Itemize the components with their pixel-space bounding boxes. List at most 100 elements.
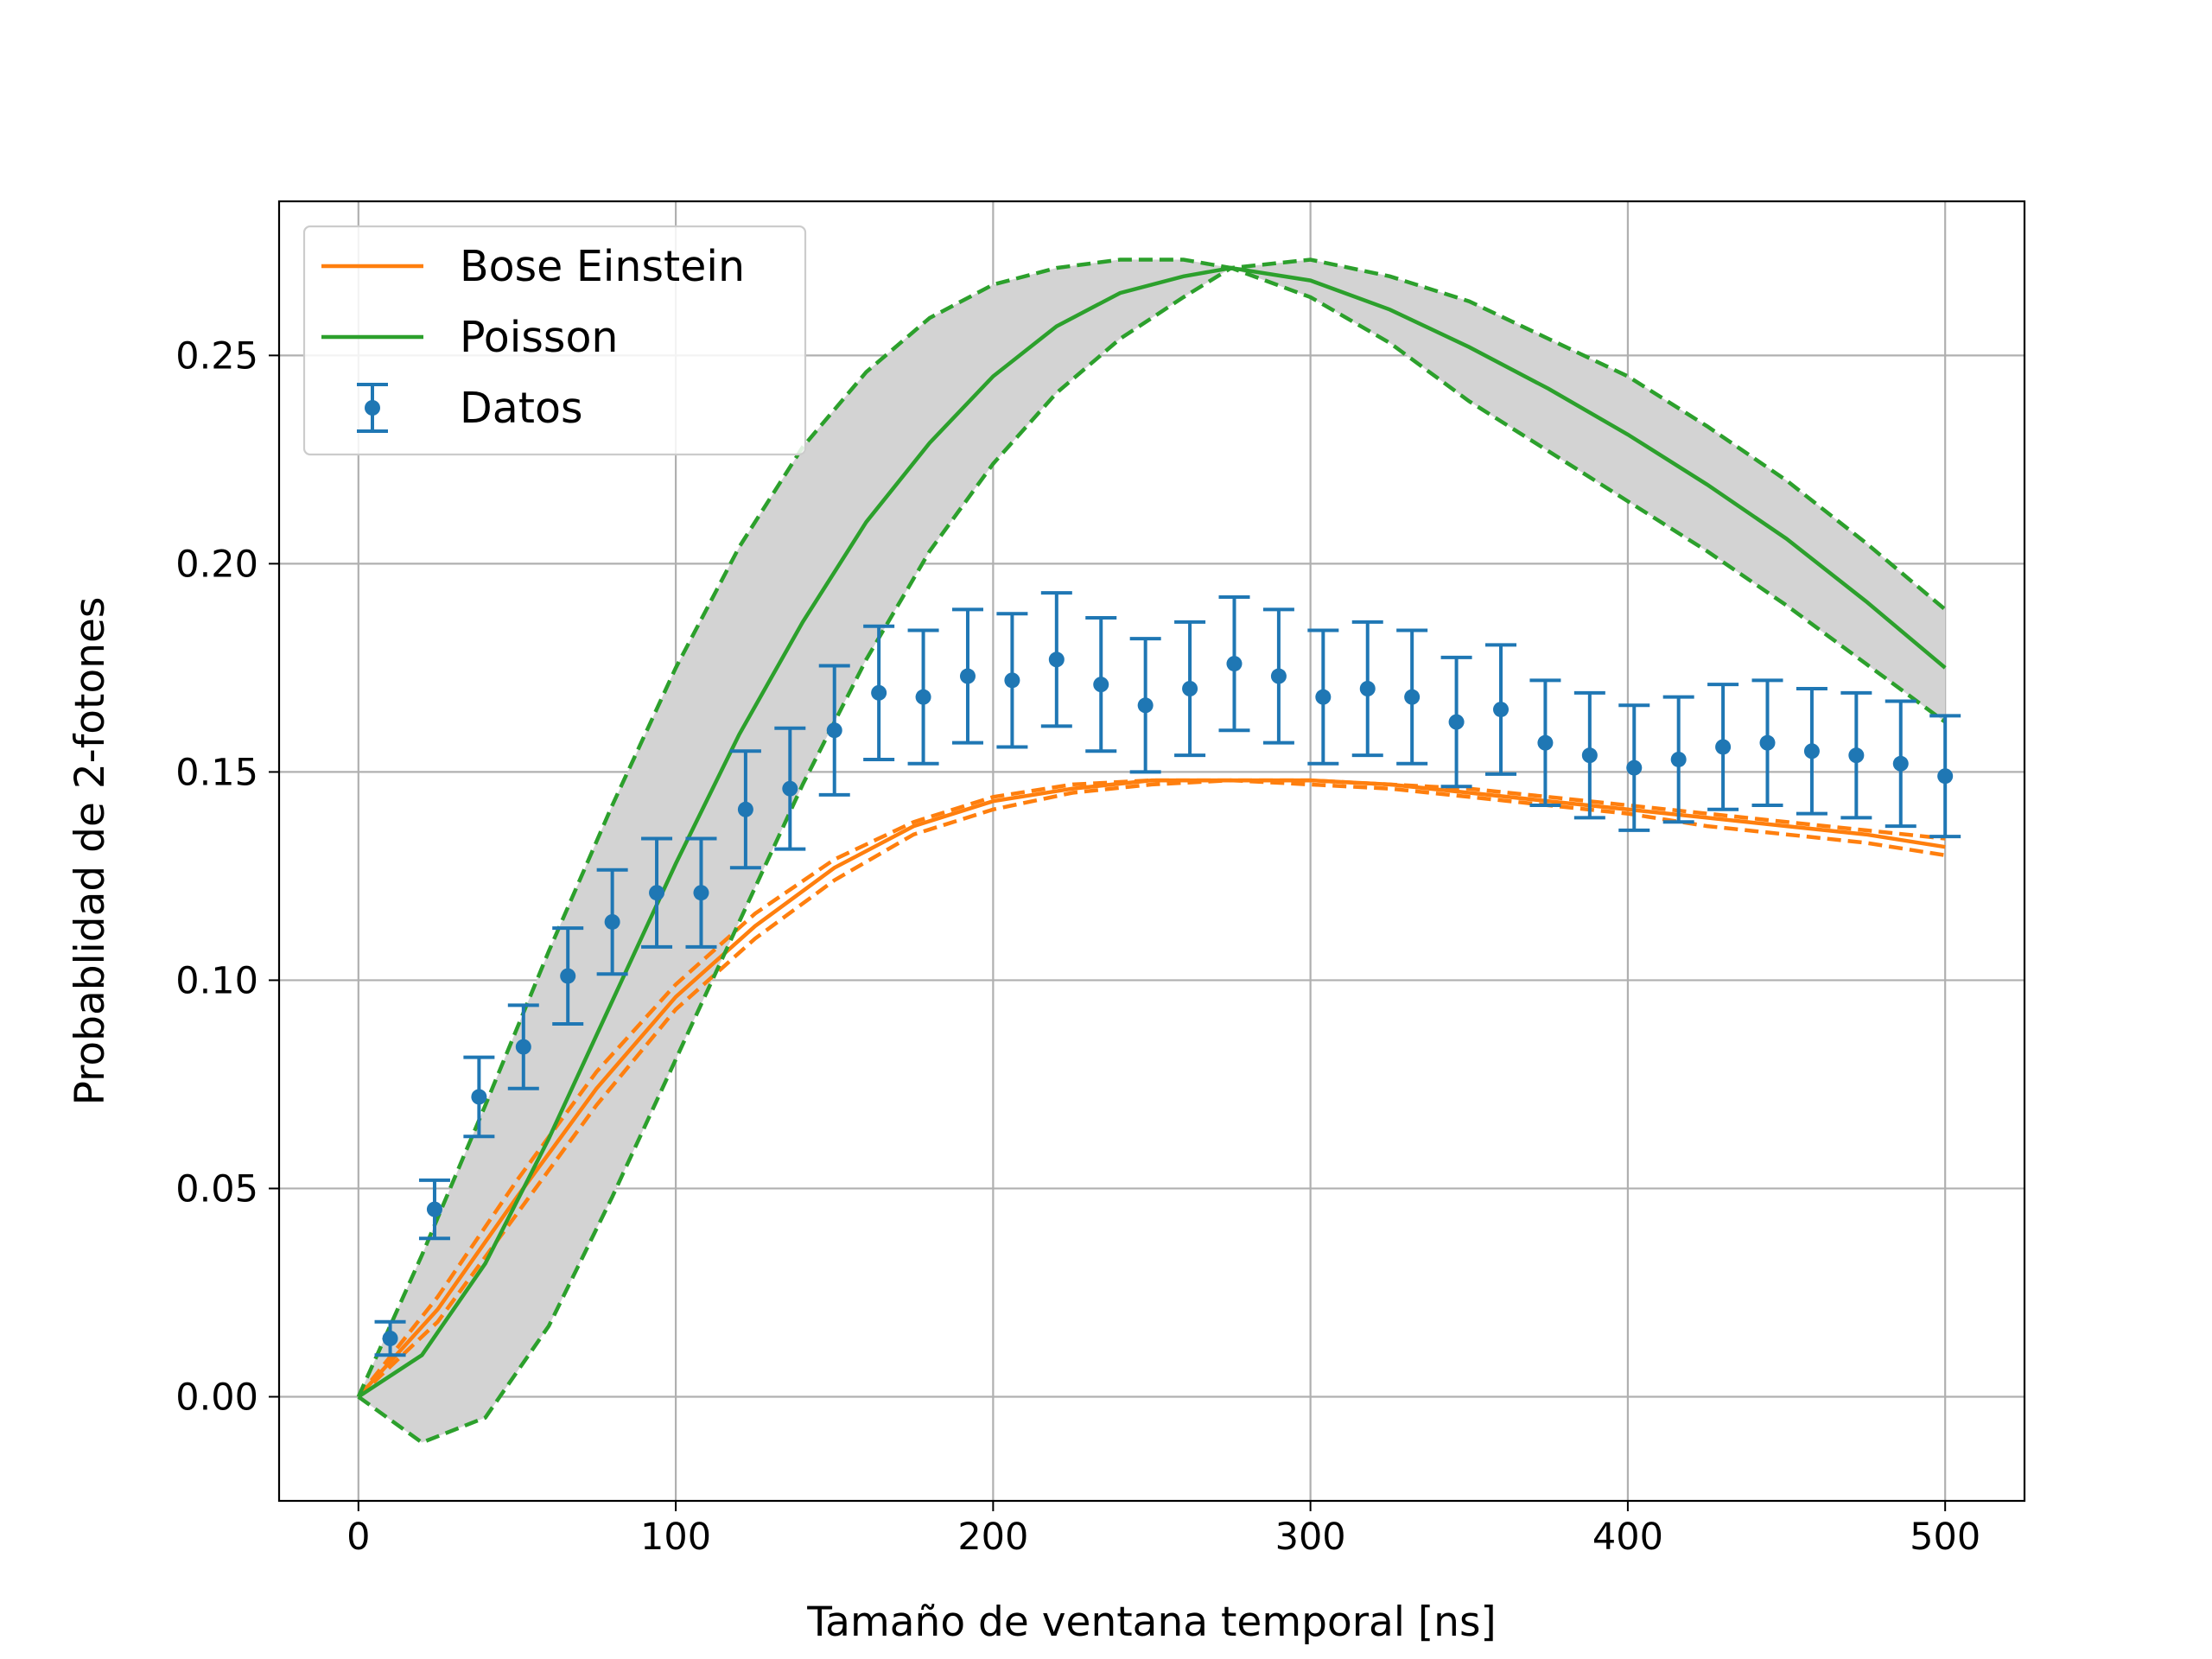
data-marker	[1315, 689, 1332, 705]
legend-poisson: Poisson	[321, 313, 619, 362]
bose-lower-dashed	[357, 778, 1946, 1399]
data-marker	[959, 668, 976, 684]
data-point	[552, 926, 584, 1027]
data-point	[1485, 643, 1516, 776]
data-marker	[604, 913, 620, 930]
data-point	[1085, 616, 1117, 753]
data-marker	[1226, 656, 1243, 672]
data-point	[418, 1178, 450, 1241]
x-axis-label: Tamaño de ventana temporal [ns]	[806, 1599, 1497, 1646]
data-point	[1440, 655, 1472, 789]
data-point	[641, 836, 673, 949]
data-point	[1885, 699, 1916, 829]
data-marker	[1937, 768, 1954, 785]
confidence-bands	[358, 259, 1946, 1443]
data-marker	[1581, 747, 1598, 764]
data-point	[1840, 690, 1872, 820]
data-point	[685, 836, 717, 949]
data-point	[1351, 620, 1383, 758]
data-marker	[915, 689, 931, 705]
data-marker	[1626, 760, 1643, 776]
data-marker	[1892, 755, 1909, 772]
legend-swatch-marker	[365, 400, 380, 416]
poisson-upper-dashed	[356, 257, 1947, 1398]
x-tick-label: 200	[957, 1516, 1028, 1559]
data-point	[1573, 690, 1605, 820]
data-point	[863, 624, 895, 761]
data-point	[729, 749, 761, 870]
data-marker	[871, 684, 887, 701]
data-marker	[560, 968, 576, 984]
data-marker	[1537, 734, 1554, 751]
legend-label: Bose Einstein	[460, 242, 745, 291]
legend: Bose Einstein Poisson Datos	[302, 225, 807, 456]
poisson-line	[357, 265, 1947, 1399]
poisson-lower-dashed	[357, 265, 1947, 1446]
data-point	[951, 607, 983, 745]
data-marker	[782, 780, 798, 797]
data-point	[1129, 637, 1161, 774]
y-tick-label: 0.20	[175, 543, 258, 586]
data-marker	[1093, 677, 1109, 693]
data-point	[1040, 591, 1072, 728]
data-marker	[1848, 747, 1865, 764]
data-point	[1707, 683, 1739, 811]
data-point	[1662, 695, 1694, 824]
y-tick-label: 0.25	[175, 334, 258, 378]
x-tick-label: 100	[640, 1516, 711, 1559]
data-point	[374, 1319, 406, 1357]
data-point	[1174, 620, 1206, 758]
bose-einstein-line	[357, 778, 1946, 1399]
bose-upper-dashed	[357, 778, 1946, 1398]
data-point	[774, 726, 806, 851]
data-marker	[1803, 743, 1820, 760]
legend-label: Datos	[460, 384, 582, 433]
x-tick-label: 0	[346, 1516, 370, 1559]
error-bars	[374, 591, 1961, 1357]
data-point	[507, 1003, 539, 1090]
data-point	[1751, 678, 1783, 807]
data-marker	[1359, 681, 1376, 696]
y-tick-label: 0.05	[175, 1167, 258, 1211]
y-axis-ticks: 0.00 0.05 0.10 0.15 0.20 0.25	[175, 334, 279, 1419]
data-marker	[1759, 734, 1776, 751]
data-marker	[826, 722, 842, 739]
data-point	[1796, 687, 1827, 816]
y-axis-label: Probablidad de 2-fotones	[67, 597, 114, 1106]
legend-bose-einstein: Bose Einstein	[321, 242, 745, 291]
data-marker	[1048, 652, 1065, 668]
data-marker	[1270, 668, 1287, 684]
data-point	[1529, 678, 1561, 807]
series-lines	[356, 257, 1947, 1446]
legend-datos: Datos	[357, 383, 582, 433]
data-marker	[515, 1039, 531, 1055]
data-point	[596, 868, 628, 976]
legend-box	[302, 225, 807, 456]
data-point	[818, 664, 850, 797]
data-point	[1929, 714, 1961, 839]
poisson-confidence-band	[358, 259, 1946, 1443]
data-marker	[1448, 714, 1465, 730]
data-marker	[1137, 697, 1154, 714]
data-marker	[1004, 672, 1020, 689]
data-marker	[1182, 681, 1198, 696]
data-marker	[471, 1089, 487, 1105]
y-tick-label: 0.00	[175, 1376, 258, 1419]
y-tick-label: 0.15	[175, 751, 258, 794]
data-marker	[426, 1201, 442, 1217]
x-tick-label: 500	[1910, 1516, 1980, 1559]
data-point	[1396, 628, 1428, 766]
data-point	[463, 1055, 495, 1139]
data-point	[1618, 703, 1650, 832]
data-point	[996, 612, 1028, 749]
y-tick-label: 0.10	[175, 959, 258, 1002]
x-tick-label: 400	[1592, 1516, 1663, 1559]
data-marker	[382, 1331, 398, 1346]
data-marker	[1715, 739, 1732, 755]
data-marker	[1493, 702, 1509, 718]
legend-label: Poisson	[460, 313, 619, 362]
x-axis-ticks: 0 100 200 300 400 500	[346, 1501, 1980, 1559]
plot-frame	[277, 200, 2026, 1503]
data-marker	[737, 801, 753, 817]
